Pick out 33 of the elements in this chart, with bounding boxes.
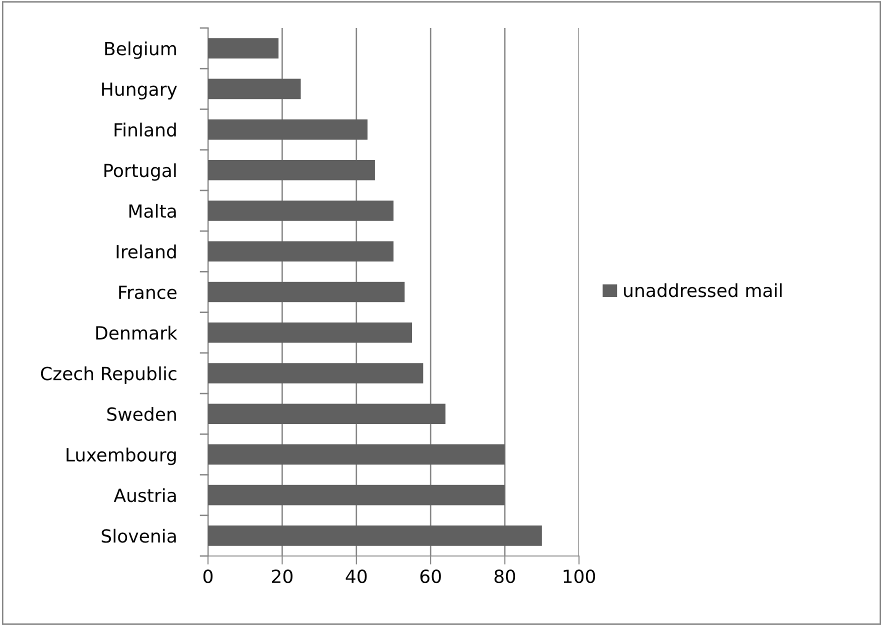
y-tick-label: Belgium [105,41,176,59]
y-tick-label: Finland [114,122,176,137]
bar [208,38,278,58]
bar [208,78,301,100]
x-tick-label: 60 [420,570,441,584]
y-tick-label: Hungary [102,82,177,100]
bar [208,484,505,506]
y-tick-label: Ireland [116,244,176,258]
bar [208,119,368,140]
y-tick-label: Denmark [96,326,178,340]
bar [208,282,405,302]
y-tick-label: Sweden [107,406,176,421]
bar [208,526,542,546]
x-tick-label: 80 [494,570,516,584]
bar [208,200,394,221]
x-tick-label: 40 [346,570,367,584]
y-tick-label: Austria [114,488,176,502]
x-tick-label: 0 [203,570,213,584]
y-tick-label: Portugal [104,163,176,181]
y-tick-label: Luxembourg [66,448,176,466]
x-tick-label: 20 [272,570,292,584]
y-tick-label: Slovenia [102,528,176,543]
legend-label: unaddressed mail [624,283,782,298]
bar [208,444,505,465]
bar [208,160,375,180]
bar [208,363,424,384]
x-tick-label: 100 [564,570,596,584]
y-tick-label: Czech Republic [40,366,176,384]
bar [208,322,412,343]
y-tick-label: Malta [129,204,176,218]
bar [208,404,446,424]
bar [208,241,394,262]
y-tick-label: France [119,286,176,300]
